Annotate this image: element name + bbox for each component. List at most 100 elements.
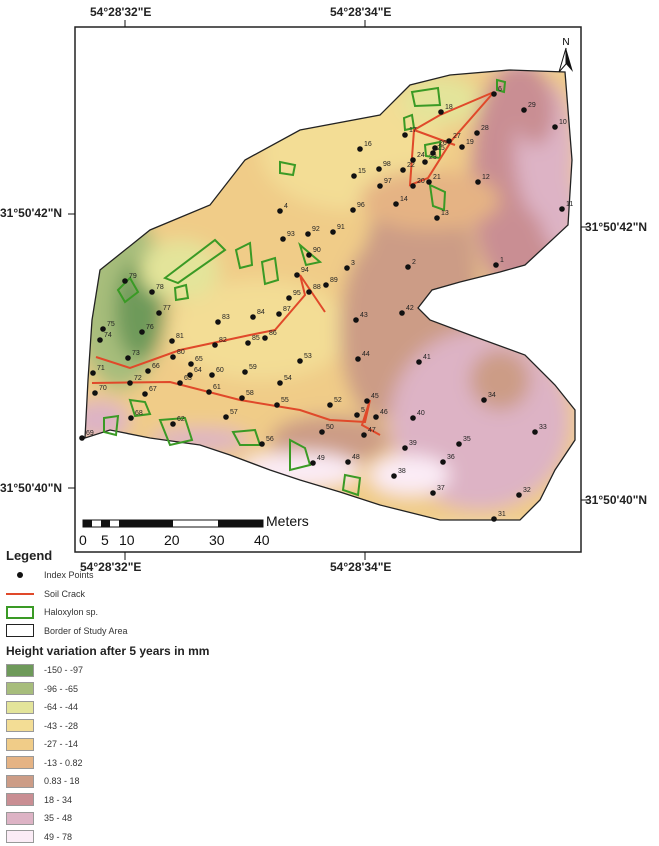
index-point: 85 <box>245 335 260 346</box>
legend-label: Index Points <box>44 570 94 581</box>
index-point: 40 <box>410 410 425 421</box>
dot-icon <box>286 295 292 301</box>
haloxylon-polygon <box>103 414 120 437</box>
index-point-label: 4 <box>284 203 288 210</box>
legend-label: Haloxylon sp. <box>44 607 99 618</box>
legend-class-label: -64 - -44 <box>44 702 79 713</box>
color-swatch <box>6 756 34 770</box>
color-swatch <box>6 682 34 696</box>
dot-icon <box>170 421 176 427</box>
dot-icon <box>330 229 336 235</box>
bottom-longitude-label: 54°28'34"E <box>330 560 392 574</box>
dot-icon <box>351 173 357 179</box>
index-point-label: 31 <box>498 511 506 518</box>
index-point: 17 <box>402 127 417 138</box>
index-point: 24 <box>410 152 425 163</box>
dot-icon <box>156 310 162 316</box>
index-point-label: 68 <box>135 410 143 417</box>
index-point-label: 21 <box>433 174 441 181</box>
dot-icon <box>327 402 333 408</box>
index-point: 20 <box>410 178 425 189</box>
index-point-label: 91 <box>337 224 345 231</box>
left-latitude-label: 31°50'42"N <box>0 206 63 220</box>
height-variation-raster <box>85 70 575 520</box>
index-point: 42 <box>399 305 414 316</box>
index-point: 78 <box>149 284 164 295</box>
index-point: 39 <box>402 440 417 451</box>
index-point-label: 47 <box>368 427 376 434</box>
index-point: 70 <box>92 385 107 396</box>
index-point: 87 <box>276 306 291 317</box>
index-point-label: 73 <box>132 350 140 357</box>
index-point: 1 <box>493 257 504 268</box>
index-point: 77 <box>156 305 171 316</box>
index-point: 86 <box>262 330 277 341</box>
index-point-label: 72 <box>134 375 142 382</box>
index-point: 27 <box>446 133 461 144</box>
index-point-label: 88 <box>313 284 321 291</box>
dot-icon <box>90 370 96 376</box>
index-point: 11 <box>559 201 573 212</box>
dot-icon <box>410 157 416 163</box>
dot-icon <box>209 372 215 378</box>
index-point: 88 <box>306 284 321 295</box>
index-point-label: 94 <box>301 267 309 274</box>
index-point: 36 <box>440 454 455 465</box>
index-point-label: 79 <box>129 273 137 280</box>
index-point-label: 92 <box>312 226 320 233</box>
index-point-label: 49 <box>317 455 325 462</box>
index-point: 76 <box>139 324 154 335</box>
index-point-label: 33 <box>539 424 547 431</box>
index-point-label: 43 <box>360 312 368 319</box>
dot-icon <box>350 207 356 213</box>
index-point: 59 <box>242 364 257 375</box>
dot-icon <box>405 264 411 270</box>
legend-class: -27 - -14 <box>6 735 209 754</box>
dot-icon <box>475 179 481 185</box>
dot-icon <box>277 380 283 386</box>
index-point: 53 <box>297 353 312 364</box>
index-point: 73 <box>125 350 140 361</box>
legend-class: 0.83 - 18 <box>6 772 209 791</box>
index-point-label: 29 <box>528 102 536 109</box>
index-point-label: 98 <box>383 161 391 168</box>
index-point-label: 89 <box>330 277 338 284</box>
bottom-longitude-label: 54°28'32"E <box>80 560 142 574</box>
dot-icon <box>223 414 229 420</box>
index-point: 58 <box>239 390 254 401</box>
index-point: 35 <box>456 436 471 447</box>
index-point-label: 34 <box>488 392 496 399</box>
dot-icon <box>355 356 361 362</box>
dot-icon <box>17 572 23 579</box>
dot-icon <box>430 150 436 156</box>
dot-icon <box>364 398 370 404</box>
index-points-layer: 1234561011121314151617181920212223242526… <box>79 86 573 522</box>
legend-item-soil-crack: Soil Crack <box>6 585 209 604</box>
legend-class-label: 49 - 78 <box>44 831 73 842</box>
scale-unit: Meters <box>266 513 309 529</box>
dot-icon <box>139 329 145 335</box>
index-point: 83 <box>215 314 230 325</box>
color-swatch <box>6 774 34 788</box>
dot-icon <box>426 179 432 185</box>
dot-icon <box>481 397 487 403</box>
legend-class: -64 - -44 <box>6 698 209 717</box>
dot-icon <box>353 317 359 323</box>
index-point-label: 1 <box>500 257 504 264</box>
dot-icon <box>323 282 329 288</box>
legend-class: -96 - -65 <box>6 680 209 699</box>
index-point-label: 63 <box>184 375 192 382</box>
dot-icon <box>440 459 446 465</box>
index-point: 60 <box>209 367 224 378</box>
index-point: 52 <box>327 397 342 408</box>
index-point: 29 <box>521 102 536 113</box>
dot-icon <box>391 473 397 479</box>
index-point-label: 87 <box>283 306 291 313</box>
dot-icon <box>373 414 379 420</box>
index-point: 64 <box>187 367 202 378</box>
index-point: 63 <box>177 375 192 386</box>
legend: Legend Index Points Soil Crack Haloxylon… <box>6 548 209 846</box>
dot-icon <box>212 342 218 348</box>
index-point: 41 <box>416 354 431 365</box>
